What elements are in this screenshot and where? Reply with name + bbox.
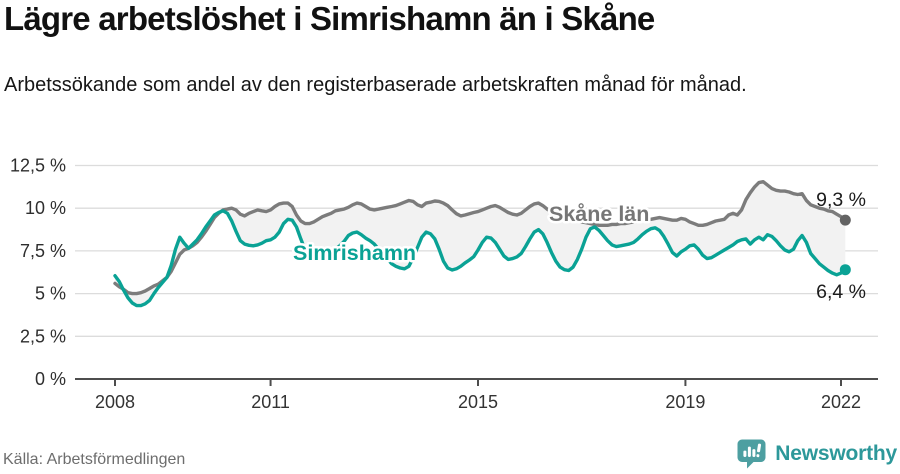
newsworthy-logo: Newsworthy [735, 437, 897, 470]
x-tick-label: 2022 [821, 392, 861, 412]
end-value-skane: 9,3 % [816, 189, 866, 211]
chart-subtitle: Arbetssökande som andel av den registerb… [4, 74, 747, 96]
bar-1 [743, 450, 747, 457]
x-tick-label: 2011 [251, 392, 290, 412]
bar-3 [752, 449, 756, 457]
newsworthy-wordmark: Newsworthy [775, 441, 897, 465]
y-tick-label: 10 % [25, 198, 66, 218]
newsworthy-icon [737, 439, 766, 469]
x-tick-label: 2008 [95, 392, 135, 412]
bar-2 [748, 446, 752, 457]
series-label-simrishamn: Simrishamn [293, 241, 416, 265]
end-value-simrishamn: 6,4 % [816, 281, 866, 303]
series-label-skane: Skåne län [549, 202, 649, 226]
simrishamn-line [113, 209, 847, 308]
y-tick-label: 5 % [35, 284, 66, 304]
x-tick-label: 2015 [458, 392, 498, 412]
simrishamn-end-dot [839, 264, 851, 276]
skane-line [113, 179, 847, 296]
y-tick-label: 2,5 % [20, 326, 66, 346]
page-title: Lägre arbetslöshet i Simrishamn än i Skå… [4, 0, 655, 37]
exclamation-glyph [756, 443, 762, 458]
y-tick-label: 0 % [35, 369, 66, 389]
speech-bubble-shape [737, 439, 766, 469]
y-tick-label: 7,5 % [20, 241, 66, 261]
x-tick-label: 2019 [665, 392, 705, 412]
skane-end-dot [839, 214, 851, 226]
y-tick-label: 12,5 % [10, 156, 66, 176]
source-note: Källa: Arbetsförmedlingen [3, 451, 186, 468]
